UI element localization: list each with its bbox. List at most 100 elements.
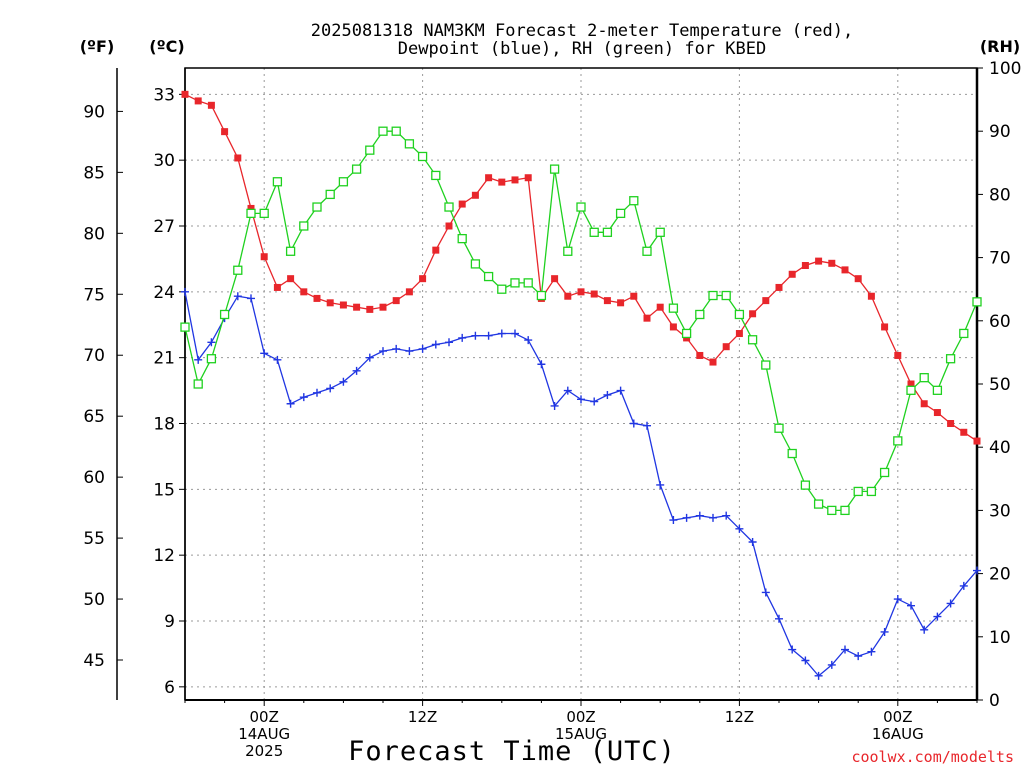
temperature-point [379, 303, 387, 311]
temperature-point [841, 266, 849, 274]
rh-point [695, 309, 705, 320]
temperature-point [181, 90, 189, 98]
temperature-point [854, 275, 862, 283]
rh-point [193, 379, 203, 389]
axes: 6 9 12 15 18 21 24 27 30 33 45 50 55 60 65 70 75 80 85 90 0 1… [83, 59, 1021, 760]
temperature-point [392, 297, 400, 305]
dewpoint-point [273, 355, 282, 364]
dewpoint-point [299, 393, 308, 402]
dewpoint-point [260, 349, 269, 358]
celsius-tick-label: 24 [153, 283, 175, 303]
dewpoint-point [669, 516, 678, 525]
plot-frame [184, 67, 978, 701]
temperature-point [577, 288, 585, 296]
temperature-point [643, 314, 651, 322]
x-axis-title: Forecast Time (UTC) [348, 736, 676, 767]
rh-point [879, 467, 890, 478]
rh-point [272, 177, 283, 187]
temperature-point [445, 222, 453, 230]
rh-tick-label: 0 [989, 691, 1000, 711]
fahrenheit-tick-label: 75 [83, 285, 105, 305]
celsius-tick-label: 21 [153, 349, 175, 369]
dewpoint-point [854, 652, 863, 661]
dewpoint-point [577, 395, 585, 404]
celsius-tick-label: 27 [153, 217, 175, 237]
temperature-point [828, 259, 836, 267]
x-tick-label: 00Z [883, 708, 912, 726]
rh-unit-label: (RH) [980, 37, 1020, 56]
fahrenheit-tick-label: 90 [83, 102, 105, 122]
dewpoint-point [629, 419, 638, 428]
celsius-tick-label: 6 [164, 678, 175, 698]
dewpoint-point [313, 388, 321, 397]
x-tick-label: 00Z [566, 708, 595, 726]
x-tick-label: 12Z [408, 708, 437, 726]
rh-point [312, 202, 322, 212]
dewpoint-point [920, 625, 929, 634]
temperature-point [353, 303, 361, 311]
rh-point [800, 480, 811, 490]
dewpoint-point [709, 513, 717, 522]
dewpoint-point [286, 399, 295, 408]
dewpoint-point [418, 344, 427, 353]
dewpoint-point [801, 656, 810, 665]
dewpoint-point [339, 377, 348, 386]
rh-point [338, 177, 349, 187]
rh-point [246, 208, 256, 219]
temperature-point [749, 310, 757, 318]
rh-point [668, 303, 679, 313]
temperature-point [762, 297, 770, 305]
dewpoint-point [827, 660, 836, 669]
temperature-point [696, 351, 704, 359]
temperature-point [907, 380, 915, 388]
rh-point [932, 385, 943, 395]
rh-tick-label: 60 [989, 312, 1011, 332]
rh-point [497, 284, 507, 294]
temperature-point [815, 257, 823, 265]
dewpoint-point [352, 366, 361, 375]
fahrenheit-tick-label: 55 [83, 529, 105, 549]
fahrenheit-tick-label: 45 [83, 651, 105, 671]
rh-tick-label: 80 [989, 185, 1011, 205]
rh-tick-label: 100 [989, 59, 1021, 79]
temperature-point [234, 154, 242, 162]
rh-point [787, 448, 797, 459]
dewpoint-point [761, 588, 770, 597]
dewpoint-point [537, 360, 546, 369]
celsius-unit-label: (ºC) [149, 37, 184, 56]
rh-point [365, 145, 375, 155]
dewpoint-point [445, 338, 453, 347]
x-tick-label: 12Z [725, 708, 754, 726]
rh-point [299, 221, 309, 231]
temperature-point [485, 174, 493, 182]
series-layer [180, 90, 982, 680]
rh-point [576, 202, 586, 212]
grid [185, 68, 977, 700]
rh-point [536, 290, 547, 301]
temperature-point [260, 253, 268, 261]
rh-point [457, 233, 467, 244]
dewpoint-point [326, 384, 335, 393]
temperature-point [273, 283, 281, 291]
fahrenheit-unit-label: (ºF) [80, 37, 115, 56]
temperature-point [432, 246, 440, 254]
rh-tick-label: 70 [989, 249, 1011, 269]
celsius-tick-label: 30 [153, 151, 175, 171]
temperature-point [867, 292, 875, 300]
rh-point [959, 328, 969, 339]
dewpoint-point [695, 511, 704, 520]
rh-point [523, 278, 533, 288]
rh-point [602, 227, 613, 237]
temperature-point [471, 191, 479, 199]
rh-point [681, 328, 692, 339]
temperature-point [656, 303, 664, 311]
temperature-point [458, 200, 466, 208]
fahrenheit-tick-label: 60 [83, 468, 105, 488]
temperature-point [933, 409, 941, 417]
dewpoint-point [194, 355, 203, 364]
celsius-tick-label: 15 [153, 480, 175, 500]
celsius-tick-label: 33 [153, 85, 175, 105]
x-tick-label: 00Z [250, 708, 279, 726]
dewpoint-point [233, 292, 242, 301]
